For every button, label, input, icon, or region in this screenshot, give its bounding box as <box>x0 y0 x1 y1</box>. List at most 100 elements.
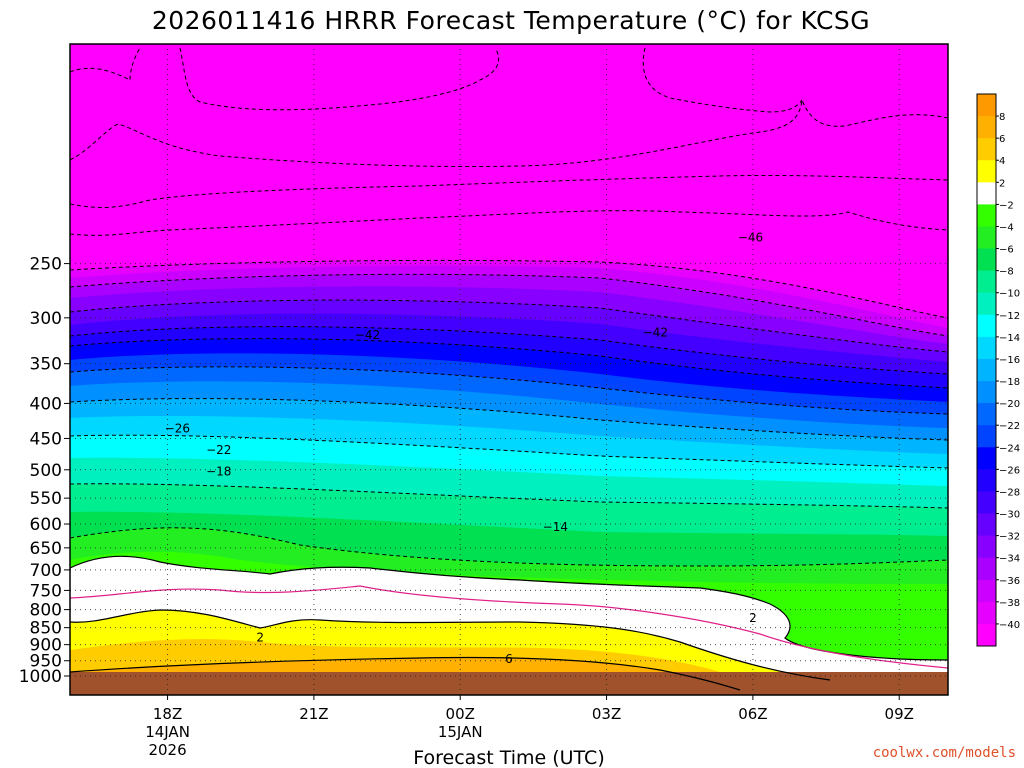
y-tick-label-950: 950 <box>30 652 62 672</box>
colorbar-label-15: −24 <box>999 443 1020 454</box>
contour-2 <box>70 609 831 681</box>
colorbar-label-16: −26 <box>999 465 1020 476</box>
colorbar-swatch-m36_m34 <box>977 557 996 581</box>
colorbar-label-21: −36 <box>999 576 1020 587</box>
colorbar-label-9: −12 <box>999 311 1020 322</box>
colorbar-swatch-m10_m8 <box>977 270 996 294</box>
colorbar-swatch-m14_m12 <box>977 314 996 338</box>
colorbar-swatch-m40_m38 <box>977 601 996 625</box>
colorbar-swatch-m28_m26 <box>977 469 996 492</box>
grid <box>70 44 948 695</box>
y-tick-label-850: 850 <box>30 619 62 639</box>
x-tick-label-1: 21Z <box>299 705 328 723</box>
chart-title: 2026011416 HRRR Forecast Temperature (°C… <box>152 6 870 35</box>
colorbar-swatch-m2_2 <box>977 182 996 205</box>
colorbar-swatch-6_8 <box>977 116 996 139</box>
x-tick-sublabel-0-1: 2026 <box>148 741 186 759</box>
colorbar-label-0: 8 <box>999 112 1005 123</box>
colorbar-label-20: −34 <box>999 554 1020 565</box>
contour-0 <box>70 555 948 661</box>
colorbar-swatch-m24_m22 <box>977 425 996 448</box>
colorbar-swatch-m12_m10 <box>977 292 996 316</box>
colorbar-label-2: 4 <box>999 156 1005 167</box>
colorbar-swatch-m38_m36 <box>977 579 996 603</box>
colorbar-label-12: −18 <box>999 377 1020 388</box>
colorbar: 8 6 4 2 −2 −4 −6 −8 −10 −12 −14 −16 −18 −20 −22 −24 −26 −… <box>976 93 1020 647</box>
contour-6 <box>70 656 741 691</box>
colorbar-label-19: −32 <box>999 532 1020 543</box>
x-tick-label-2: 00Z <box>446 705 475 723</box>
y-tick-label-900: 900 <box>30 636 62 656</box>
y-tick-label-500: 500 <box>30 461 62 481</box>
contour-m10 <box>70 483 948 509</box>
x-tick-label-3: 03Z <box>592 705 621 723</box>
colorbar-swatch-m22_m20 <box>977 403 996 426</box>
y-tick-label-1000: 1000 <box>19 667 62 687</box>
x-tick-sublabel-0-0: 14JAN <box>145 723 190 741</box>
contour-m14 <box>70 434 948 469</box>
contour-m44 <box>70 174 948 208</box>
colorbar-label-23: −40 <box>999 620 1020 631</box>
y-tick-label-600: 600 <box>30 515 62 535</box>
contour-m22 <box>70 366 948 415</box>
y-tick-label-750: 750 <box>30 581 62 601</box>
y-tick-label-300: 300 <box>30 309 62 329</box>
colorbar-swatch-m20_m18 <box>977 381 996 404</box>
y-axis: 2503003504004505005506006507007508008509… <box>19 255 70 687</box>
contour-m32 <box>70 299 948 353</box>
colorbar-label-18: −30 <box>999 510 1020 521</box>
contour-label-8: 2 <box>256 630 264 644</box>
x-tick-label-0: 18Z <box>153 705 182 723</box>
contour-m42 <box>70 210 948 236</box>
colorbar-label-14: −22 <box>999 421 1020 432</box>
x-tick-label-5: 09Z <box>885 705 914 723</box>
colorbar-swatch-above_8 <box>977 94 996 117</box>
contour-label-7: 6 <box>505 652 513 666</box>
contour-label-5: −18 <box>206 465 231 479</box>
contour-m48-top <box>70 47 141 81</box>
colorbar-label-22: −38 <box>999 598 1020 609</box>
colorbar-label-5: −4 <box>999 222 1014 233</box>
colorbar-swatch-2_4 <box>977 160 996 183</box>
colorbar-label-1: 6 <box>999 134 1005 145</box>
contour-label-3: −26 <box>165 421 190 435</box>
contour-m40 <box>70 259 948 319</box>
contour-label-9: 2 <box>749 611 757 625</box>
freezing-line <box>70 585 948 669</box>
plot-area: −46 −42 −42 −26 −22 −18 −14 6 2 2 <box>70 44 948 695</box>
solid-contours <box>70 555 948 691</box>
credit-link[interactable]: coolwx.com/models <box>873 745 1016 761</box>
y-tick-label-550: 550 <box>30 489 62 509</box>
y-tick-label-800: 800 <box>30 601 62 621</box>
colorbar-label-13: −20 <box>999 399 1020 410</box>
colorbar-swatch-m18_m16 <box>977 358 996 382</box>
ground <box>70 672 948 695</box>
colorbar-frame <box>976 93 997 647</box>
contour-m48-right <box>642 47 803 113</box>
contour-lines <box>70 47 948 567</box>
contour-label-1: −42 <box>355 328 380 342</box>
contour-m36 <box>70 273 948 337</box>
contour-label-0: −46 <box>738 230 763 244</box>
colorbar-swatch-m8_m6 <box>977 248 996 272</box>
band-green-wedge <box>770 600 948 660</box>
colorbar-swatch-m32_m30 <box>977 513 996 537</box>
x-tick-label-4: 06Z <box>738 705 767 723</box>
colorbar-swatch-m26_m24 <box>977 447 996 470</box>
x-tick-sublabel-2-0: 15JAN <box>438 723 483 741</box>
colorbar-swatch-4_6 <box>977 138 996 161</box>
plot-frame <box>69 43 949 696</box>
contour-m48-hump <box>179 47 500 111</box>
colorbar-swatch-m30_m28 <box>977 491 996 515</box>
contour-m28 <box>70 326 948 375</box>
colorbar-swatch-m6_m4 <box>977 226 996 250</box>
x-axis-label: Forecast Time (UTC) <box>413 747 604 768</box>
y-tick-label-450: 450 <box>30 429 62 449</box>
contour-m18 <box>70 398 948 441</box>
colorbar-label-4: −2 <box>999 200 1014 211</box>
y-tick-label-700: 700 <box>30 561 62 581</box>
colorbar-label-3: 2 <box>999 178 1005 189</box>
colorbar-label-11: −16 <box>999 355 1020 366</box>
